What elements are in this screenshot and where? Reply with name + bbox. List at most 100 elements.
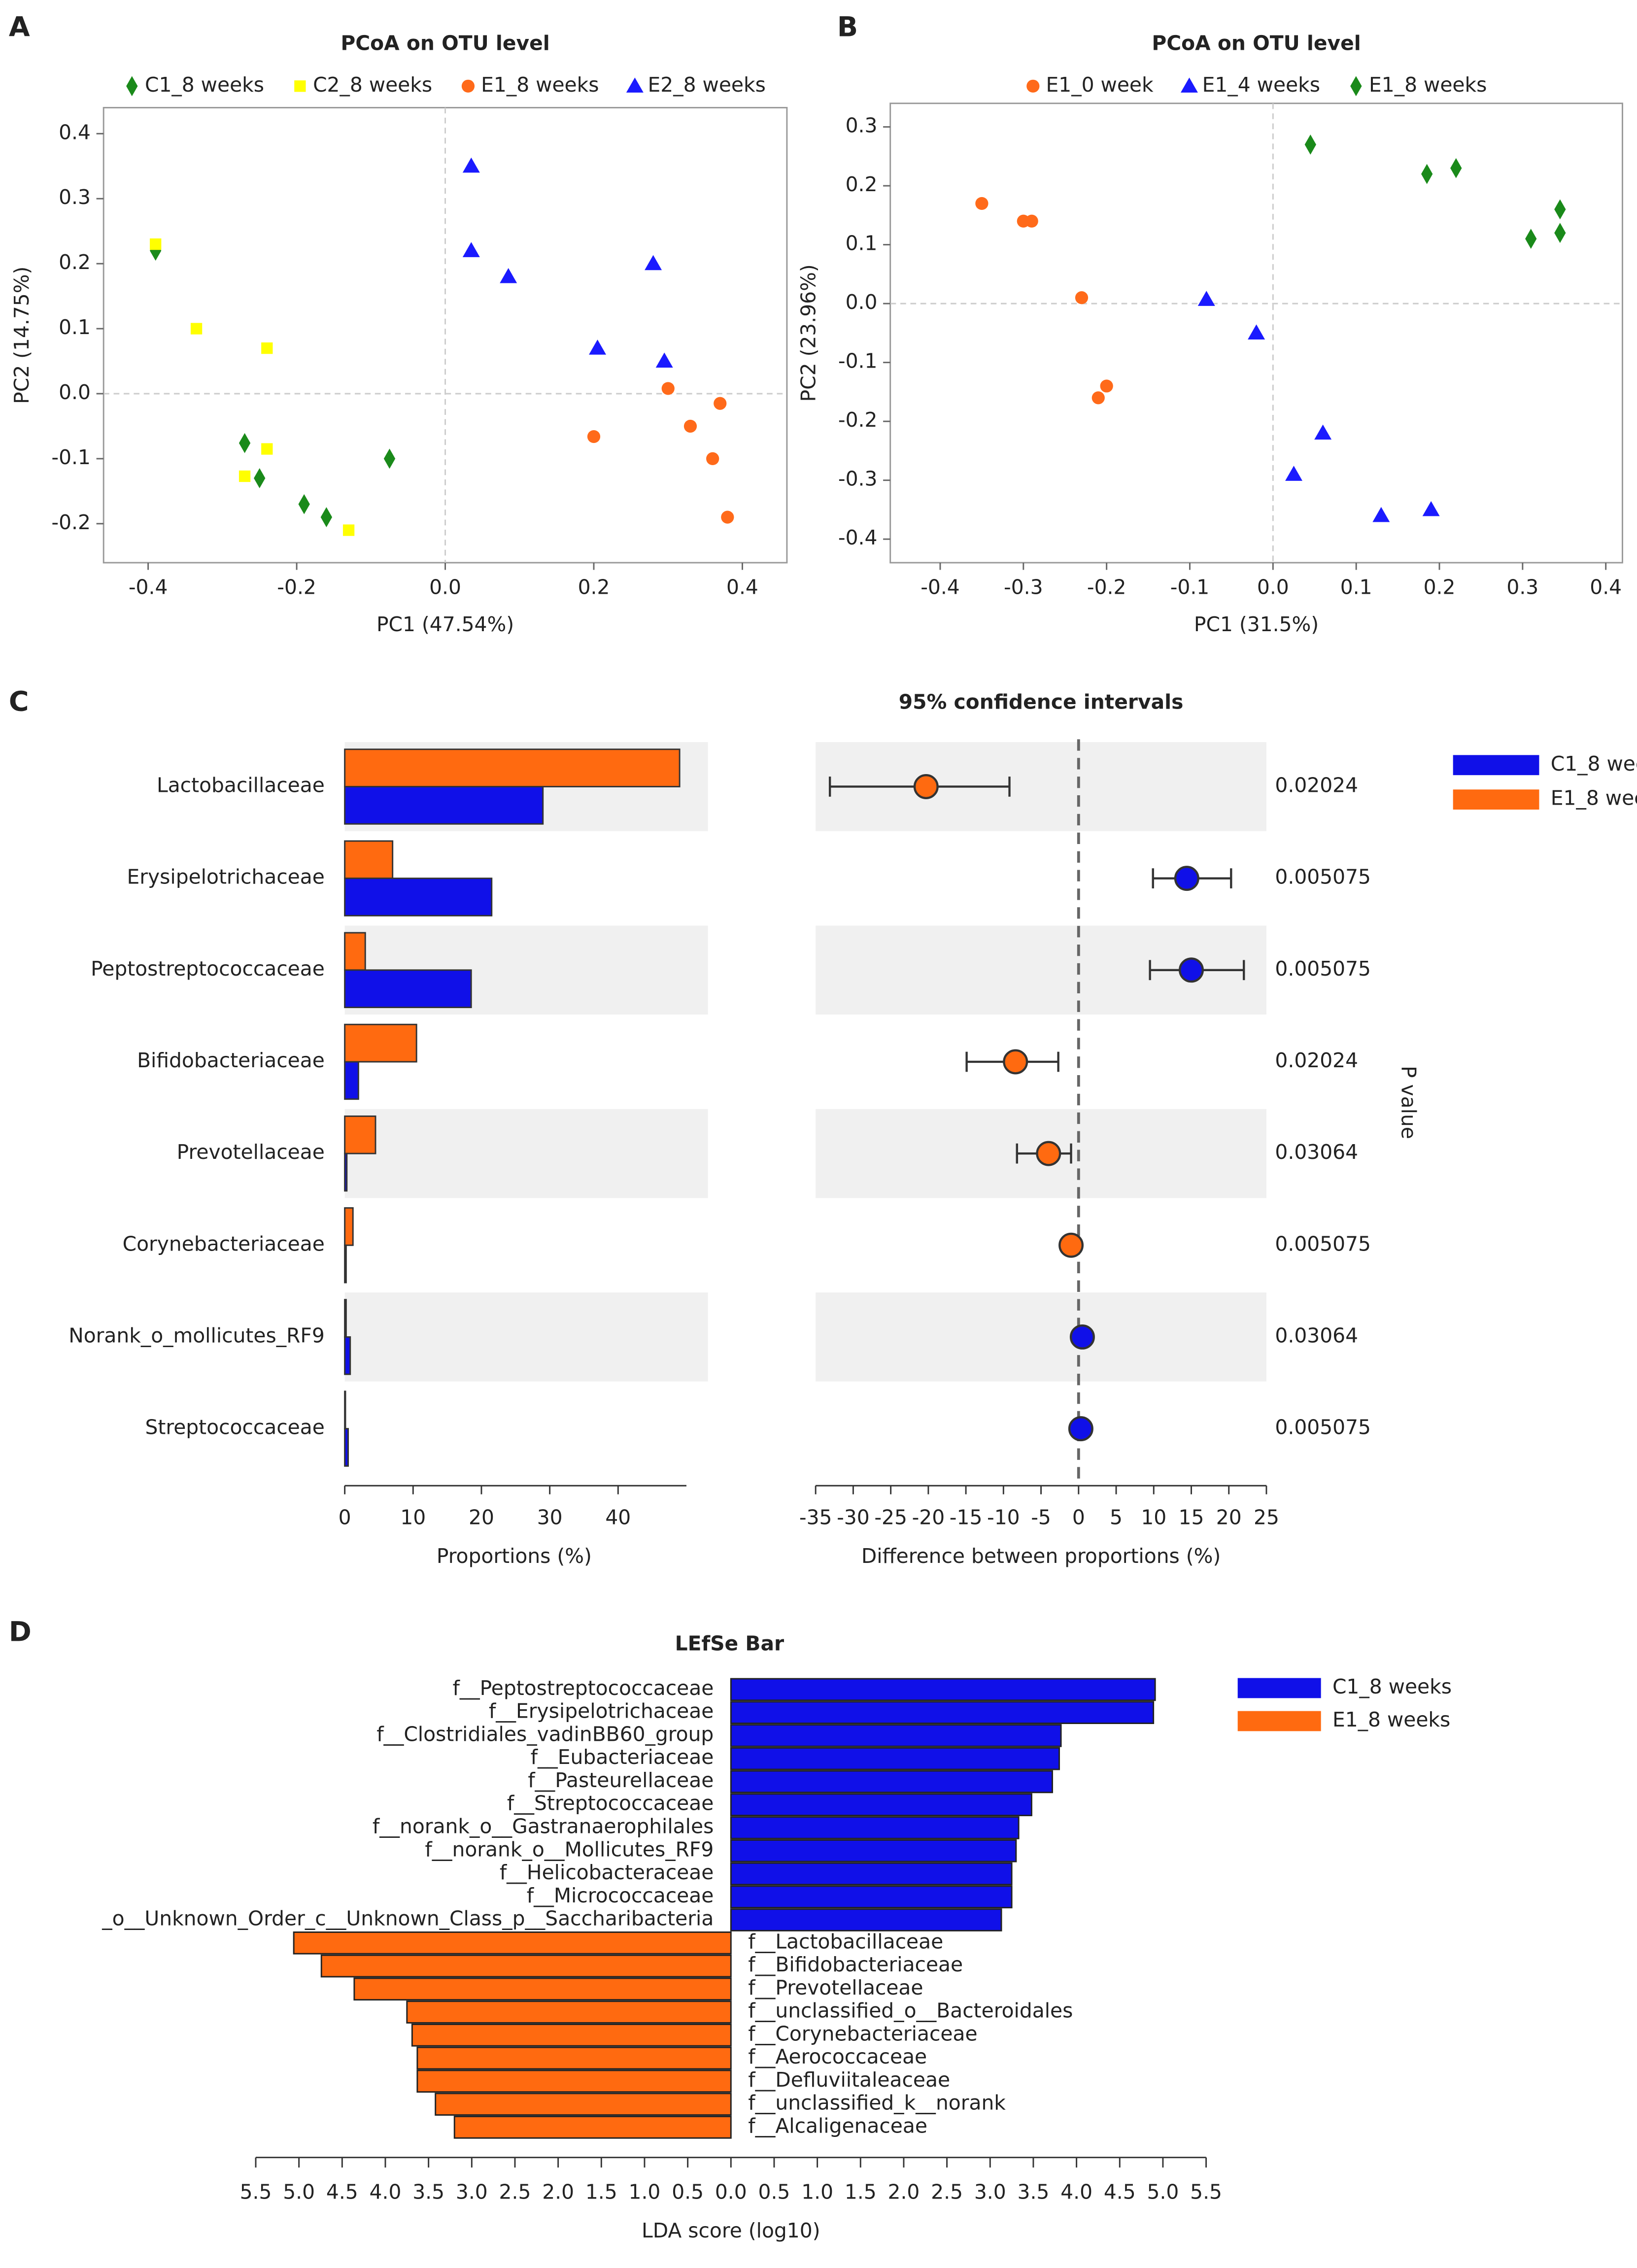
x-tick-label: 0.0 [1257,575,1289,599]
bar [730,1747,1060,1770]
legend-label: C1_8 weeks [1551,752,1637,776]
x-tick-label: 0.0 [429,575,461,599]
x-tick-label: 4.0 [370,2180,402,2204]
chart-title: PCoA on OTU level [341,31,549,55]
category-label: f__Helicobacteraceae [500,1861,714,1884]
point [1248,324,1265,339]
y-tick-label: -0.2 [51,510,91,534]
x-tick-label: -10 [987,1505,1020,1529]
bar [353,1977,732,2001]
bar [730,1816,1020,1839]
x-tick-label: -0.3 [1004,575,1043,599]
category-label: Erysipelotrichaceae [127,865,325,889]
point [1450,158,1462,178]
y-axis-label: PC2 (14.75%) [10,267,34,404]
x-tick-label: -0.1 [1170,575,1210,599]
p-value: 0.03064 [1275,1140,1358,1164]
panel-label: A [9,11,30,43]
legend-label: C1_8 weeks [1332,1675,1452,1698]
x-tick-label: 40 [605,1505,631,1529]
point [645,255,662,271]
y-tick-label: 0.0 [846,290,878,314]
panel-label: B [837,11,858,43]
difference-point [913,774,939,799]
bar [730,1793,1032,1817]
point [721,510,734,524]
legend: C1_8 weeks C2_8 weeks E1_8 weeks E2_8 weeks [126,73,766,97]
x-tick-label: 5 [1110,1505,1123,1529]
x-tick-label: 10 [1141,1505,1166,1529]
p-value: 0.005075 [1275,865,1371,889]
point [239,433,251,453]
legend-label: E1_8 weeks [1369,73,1487,97]
category-label: Streptococcaceae [145,1416,324,1439]
bar [406,2000,732,2024]
x-tick-label: 1.5 [585,2180,617,2204]
x-tick-label: 15 [1179,1505,1204,1529]
legend: E1_0 week E1_4 weeks E1_8 weeks [1026,73,1487,97]
y-tick-label: 0.1 [59,315,91,339]
bar [344,1244,347,1284]
x-tick-label: -0.2 [1087,575,1126,599]
category-label: f__Clostridiales_vadinBB60_group [376,1722,714,1746]
y-tick-label: 0.2 [846,172,878,196]
panel-label: C [9,686,29,718]
category-label: Bifidobacteriaceae [137,1049,325,1072]
difference-point [1068,1416,1093,1442]
bar [344,748,681,787]
bar [453,2116,732,2139]
y-tick-label: 0.2 [59,250,91,274]
row-band [344,1292,708,1382]
point [1197,291,1215,306]
legend-swatch [1237,1711,1321,1731]
row-band [344,1109,708,1198]
p-value-label: P value [1397,1066,1420,1139]
point [150,238,162,250]
point [342,524,355,536]
y-tick-label: -0.1 [838,349,878,373]
x-tick-label: 3.0 [456,2180,488,2204]
x-tick-label: -35 [799,1505,832,1529]
category-label: f__Erysipelotrichaceae [489,1699,714,1723]
bar [344,786,544,825]
point [261,342,273,354]
legend-label: C1_8 weeks [145,73,264,97]
legend-label: E1_0 week [1046,73,1154,97]
category-label: f__norank_o__Gastranaerophilales [373,1814,714,1838]
x-tick-label: 4.5 [326,2180,358,2204]
point [294,80,306,92]
bar [320,1954,732,1978]
x-tick-label: 5.5 [1190,2180,1222,2204]
point [1554,223,1566,243]
x-tick-label: -0.4 [129,575,168,599]
point [626,77,644,93]
difference-point [1036,1141,1061,1166]
x-tick-label: 0.1 [1340,575,1372,599]
point [190,323,203,335]
x-tick-label: -0.4 [921,575,960,599]
bar [293,1931,732,1955]
chart-title: PCoA on OTU level [1152,31,1361,55]
chart-title: LEfSe Bar [675,1632,784,1656]
bar [730,1885,1013,1909]
category-label: Corynebacteriaceae [123,1232,325,1255]
category-label: f__Peptostreptococcaceae [453,1676,714,1700]
point [1350,76,1362,97]
point [1422,501,1440,516]
point [320,507,333,528]
bar [344,1061,359,1100]
bar [344,932,366,971]
x-axis-label: PC1 (47.54%) [376,612,514,636]
category-label: Norank_o_mollicutes_RF9 [68,1323,325,1347]
x-tick-label: -15 [950,1505,983,1529]
y-tick-label: 0.3 [846,114,878,137]
bar [416,2069,732,2093]
bar [416,2046,732,2070]
p-value: 0.005075 [1275,1232,1371,1255]
p-value: 0.02024 [1275,773,1358,797]
row-band [816,1292,1266,1382]
y-tick-label: 0.0 [59,380,91,404]
x-tick-label: 3.5 [412,2180,444,2204]
